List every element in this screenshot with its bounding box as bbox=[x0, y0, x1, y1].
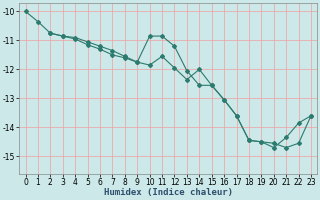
X-axis label: Humidex (Indice chaleur): Humidex (Indice chaleur) bbox=[104, 188, 233, 197]
